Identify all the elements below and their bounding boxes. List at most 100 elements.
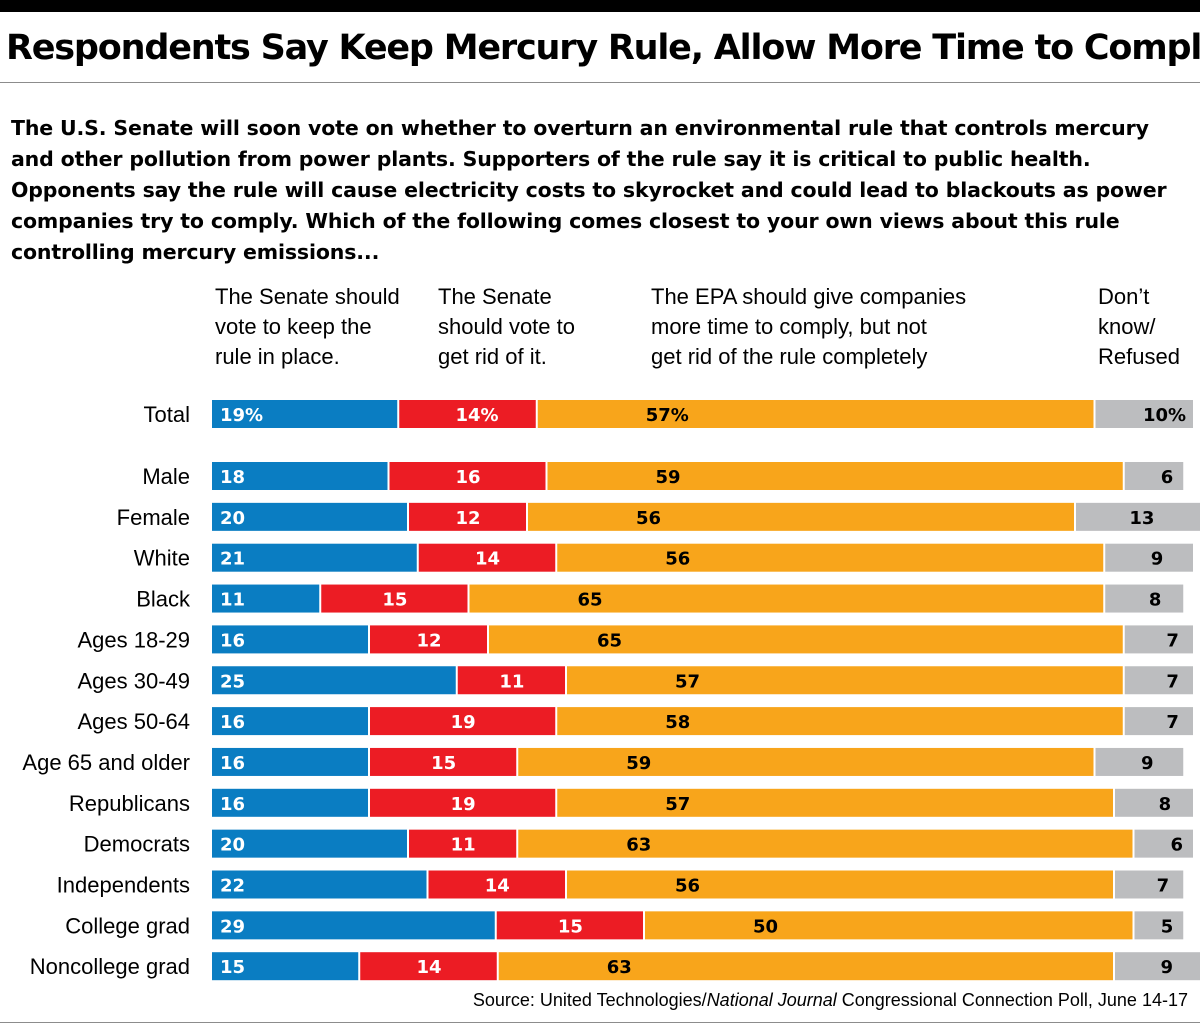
bar-segment-time [547, 462, 1123, 490]
source-publication: National Journal [706, 990, 837, 1010]
bar-segment-rid [370, 788, 556, 817]
row-label: Total [144, 402, 190, 427]
value-label-keep: 16 [220, 794, 245, 815]
bar-row: Independents 22 14 56 7 [57, 870, 1184, 899]
bar-segment-time [557, 788, 1113, 817]
value-label-time: 65 [597, 630, 622, 651]
top-rule [0, 0, 1200, 12]
value-label-dk: 6 [1170, 835, 1183, 856]
value-label-keep: 16 [220, 712, 245, 733]
bar-row: Democrats 20 11 63 6 [84, 829, 1193, 858]
source-prefix: Source: United Technologies/ [472, 990, 707, 1010]
bar-row: Total 19% 14% 57% 10% [144, 400, 1193, 428]
bar-row: Age 65 and older 16 15 59 9 [22, 747, 1184, 776]
bar-segment-rid [389, 462, 546, 490]
value-label-rid: 16 [456, 467, 481, 488]
value-label-keep: 20 [220, 508, 245, 529]
value-label-keep: 19% [220, 405, 263, 426]
bar-segment-time [537, 400, 1094, 428]
value-label-time: 59 [626, 753, 651, 774]
value-label-dk: 9 [1161, 957, 1174, 978]
bar-segment-time [498, 952, 1113, 981]
bar-row: Ages 30-49 25 11 57 7 [77, 666, 1193, 695]
value-label-rid: 15 [382, 590, 407, 611]
bar-segment-keep [212, 707, 368, 736]
value-label-dk: 6 [1161, 467, 1174, 488]
row-label: Ages 50-64 [77, 709, 190, 734]
value-label-time: 57% [646, 405, 689, 426]
bar-segment-dk [1134, 911, 1184, 940]
bar-segment-keep [212, 666, 456, 695]
bar-segment-time [567, 666, 1123, 695]
value-label-dk: 10% [1143, 405, 1186, 426]
value-label-dk: 9 [1151, 549, 1164, 570]
bar-segment-time [518, 829, 1133, 858]
column-header-keep: The Senate should vote to keep the rule … [215, 284, 400, 369]
value-label-keep: 25 [220, 671, 245, 692]
value-label-time: 50 [753, 916, 778, 937]
value-label-dk: 7 [1166, 712, 1179, 733]
row-label: Independents [57, 873, 190, 898]
value-label-time: 56 [675, 876, 700, 897]
value-label-dk: 7 [1157, 876, 1170, 897]
bar-segment-rid [496, 911, 643, 940]
value-label-rid: 14% [456, 405, 499, 426]
bar-segment-dk [1105, 584, 1184, 613]
bar-segment-rid [409, 502, 526, 531]
bar-segment-keep [212, 788, 368, 817]
bar-segment-keep [212, 952, 359, 981]
bar-segment-rid [370, 625, 487, 654]
bar-segment-rid [399, 400, 536, 428]
column-header-time: The EPA should give companies more time … [651, 284, 967, 369]
bar-segment-time [528, 502, 1074, 531]
bar-segment-rid [370, 707, 556, 736]
bar-row: Ages 18-29 16 12 65 7 [77, 625, 1193, 654]
value-label-dk: 5 [1161, 916, 1174, 937]
survey-question: The U.S. Senate will soon vote on whethe… [11, 116, 1167, 264]
value-label-rid: 19 [451, 712, 476, 733]
bar-segment-time [469, 584, 1104, 613]
row-label: Ages 30-49 [77, 668, 190, 693]
bar-segment-rid [321, 584, 468, 613]
row-label: Ages 18-29 [77, 627, 190, 652]
value-label-time: 56 [636, 508, 661, 529]
source-note: Source: United Technologies/National Jou… [473, 990, 1188, 1011]
bar-segment-time [645, 911, 1133, 940]
bar-segment-rid [457, 666, 565, 695]
bar-row: Noncollege grad 15 14 63 9 [30, 952, 1200, 981]
bar-row: Republicans 16 19 57 8 [69, 788, 1193, 817]
value-label-rid: 12 [456, 508, 481, 529]
value-label-time: 59 [656, 467, 681, 488]
chart-title: Respondents Say Keep Mercury Rule, Allow… [6, 28, 1200, 68]
value-label-time: 65 [578, 590, 603, 611]
value-label-rid: 19 [451, 794, 476, 815]
bar-segment-rid [409, 829, 517, 858]
value-label-rid: 12 [417, 630, 442, 651]
bar-segment-dk [1095, 400, 1193, 428]
value-label-dk: 9 [1141, 753, 1154, 774]
bar-row: White 21 14 56 9 [134, 543, 1193, 572]
bar-segment-keep [212, 829, 407, 858]
bar-segment-dk [1115, 788, 1193, 817]
bar-segment-keep [212, 625, 368, 654]
value-label-keep: 15 [220, 957, 245, 978]
bar-segment-keep [212, 584, 320, 613]
value-label-keep: 11 [220, 590, 245, 611]
bar-segment-time [557, 707, 1123, 736]
row-label: College grad [65, 913, 190, 938]
value-label-time: 63 [607, 957, 632, 978]
value-label-dk: 8 [1149, 590, 1162, 611]
bar-segment-dk [1124, 462, 1184, 490]
value-label-keep: 20 [220, 835, 245, 856]
row-label: White [134, 546, 190, 571]
value-label-rid: 15 [431, 753, 456, 774]
value-label-keep: 22 [220, 876, 245, 897]
bar-row: Ages 50-64 16 19 58 7 [77, 707, 1193, 736]
value-label-dk: 7 [1166, 630, 1179, 651]
bottom-rule [0, 1022, 1200, 1023]
row-label: Republicans [69, 791, 190, 816]
value-label-rid: 11 [451, 835, 476, 856]
value-label-time: 63 [626, 835, 651, 856]
row-label: Female [117, 505, 190, 530]
bar-segment-keep [212, 911, 495, 940]
